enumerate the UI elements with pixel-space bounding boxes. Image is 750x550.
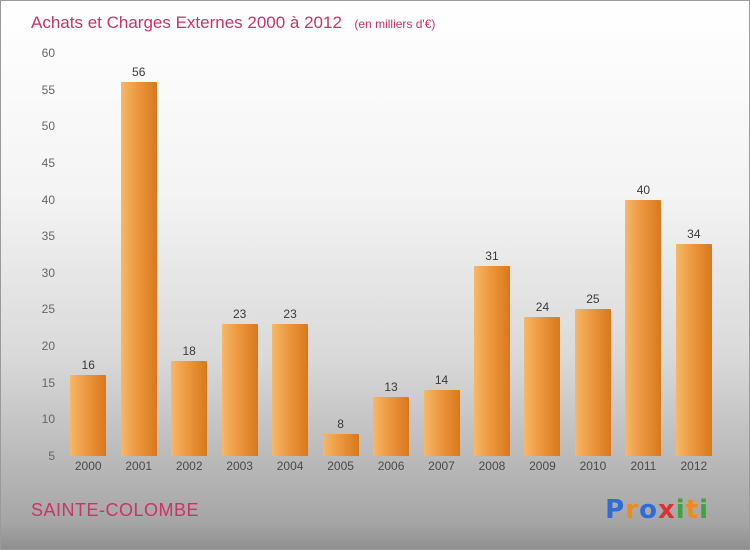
bar-2002: [171, 360, 208, 456]
bar-slot: 23: [214, 53, 264, 456]
y-tick-label: 40: [41, 192, 55, 207]
bar-slot: 34: [669, 53, 719, 456]
bar-slot: 23: [265, 53, 315, 456]
logo-letter: i: [675, 495, 686, 525]
logo-letter: x: [657, 495, 676, 525]
bar-slot: 56: [113, 53, 163, 456]
bar-value-label: 16: [81, 358, 95, 373]
bar-slot: 25: [568, 53, 618, 456]
y-tick-label: 25: [41, 302, 55, 317]
logo-letter: o: [639, 495, 658, 525]
bar-2005: [322, 434, 359, 456]
bar-value-label: 34: [687, 226, 701, 241]
bar-2001: [120, 82, 157, 456]
x-axis: 2000 2001 2002 2003 2004 2005 2006 2007 2008 2009…: [63, 459, 719, 473]
y-tick-label: 60: [41, 46, 55, 60]
logo-letter: P: [605, 495, 626, 525]
plot-area: 16 56 18 23 23 8 13 14 31 24 25 40 34: [63, 53, 719, 456]
bar-value-label: 13: [384, 380, 398, 395]
bar-value-label: 8: [337, 417, 344, 432]
chart-header: Achats et Charges Externes 2000 à 2012 (…: [31, 13, 435, 33]
bar-value-label: 23: [283, 307, 297, 322]
x-tick-label: 2008: [478, 459, 506, 473]
y-tick-label: 20: [41, 339, 55, 354]
bar-value-label: 23: [232, 307, 247, 322]
logo-letter: i: [699, 495, 709, 525]
x-tick-label: 2002: [175, 459, 203, 473]
y-tick-label: 15: [41, 375, 55, 390]
x-tick-label: 2010: [579, 459, 607, 473]
bar-slot: 40: [618, 53, 668, 456]
bar-slot: 31: [467, 53, 517, 456]
bar-series: 16 56 18 23 23 8 13 14 31 24 25 40 34: [63, 53, 719, 456]
bar-value-label: 14: [434, 373, 449, 388]
y-tick-label: 10: [41, 412, 55, 427]
y-tick-label: 50: [41, 119, 55, 134]
bar-2009: [524, 316, 561, 456]
bar-2007: [423, 390, 460, 456]
x-tick-label: 2004: [276, 459, 304, 473]
chart-title: Achats et Charges Externes 2000 à 2012: [31, 13, 342, 32]
bar-value-label: 18: [182, 343, 196, 358]
x-tick-label: 2005: [327, 459, 354, 473]
bar-2000: [70, 375, 107, 456]
bar-slot: 8: [315, 53, 365, 456]
bar-slot: 13: [366, 53, 416, 456]
proxiti-logo: Proxiti: [605, 495, 709, 525]
bar-2006: [373, 397, 410, 456]
x-tick-label: 2009: [529, 459, 556, 473]
bar-value-label: 56: [132, 65, 146, 80]
x-tick-label: 2000: [74, 459, 102, 473]
x-tick-label: 2003: [226, 459, 253, 473]
y-tick-label: 35: [41, 229, 55, 244]
y-axis: 5 10 15 20 25 30 35 40 45 50 55 60: [19, 46, 55, 463]
location-label: SAINTE-COLOMBE: [31, 500, 200, 520]
chart-subtitle: (en milliers d'€): [354, 17, 436, 31]
x-tick-label: 2001: [125, 459, 153, 473]
bar-slot: 14: [416, 53, 466, 456]
bar-slot: 18: [164, 53, 214, 456]
x-tick-label: 2006: [377, 459, 405, 473]
bar-value-label: 40: [636, 182, 651, 197]
bar-2004: [272, 324, 309, 456]
bar-2012: [675, 243, 712, 456]
logo-letter: r: [625, 495, 640, 525]
bar-slot: 16: [63, 53, 113, 456]
bar-2010: [574, 309, 611, 456]
y-tick-label: 45: [41, 155, 55, 170]
bar-2011: [625, 199, 662, 456]
bar-2003: [221, 324, 258, 456]
y-tick-label: 30: [41, 265, 55, 280]
bar-2008: [473, 265, 510, 456]
x-tick-label: 2007: [428, 459, 455, 473]
y-tick-label: 5: [48, 449, 55, 463]
bar-value-label: 25: [586, 292, 600, 307]
logo-letter: t: [685, 495, 700, 525]
x-tick-label: 2011: [630, 459, 657, 473]
y-tick-label: 55: [41, 82, 55, 97]
bar-slot: 24: [517, 53, 567, 456]
bar-value-label: 31: [485, 248, 499, 263]
x-tick-label: 2012: [680, 459, 708, 473]
bar-value-label: 24: [535, 299, 550, 314]
